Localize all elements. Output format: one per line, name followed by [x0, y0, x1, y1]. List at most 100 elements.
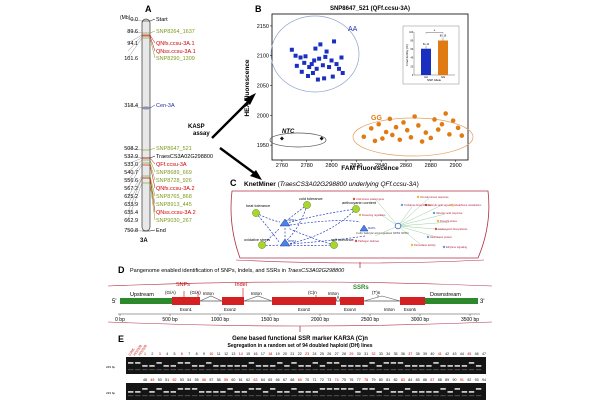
- gel-band-faint: [149, 395, 155, 397]
- gel-band-faint: [447, 369, 453, 371]
- point-aa: [310, 70, 315, 75]
- lane-number: 62: [246, 378, 250, 382]
- lane-number: 46: [475, 352, 479, 356]
- lane-number: 9: [203, 352, 205, 356]
- marker-position: 94.1: [127, 41, 138, 47]
- panel-d-gene: TraesCS3A02G298800: [287, 268, 345, 274]
- point-aa: [313, 46, 318, 51]
- marker-connector-left: [127, 18, 143, 22]
- x-tick-label: 2780: [301, 163, 313, 169]
- marker-connector-right: [149, 155, 156, 159]
- gel-band-faint: [191, 369, 198, 371]
- lane-number: 87: [430, 378, 434, 382]
- lane-number: 56: [202, 378, 206, 382]
- point-gg: [376, 121, 381, 127]
- lane-number: 32: [371, 352, 375, 356]
- lane-number: 17: [261, 352, 265, 356]
- gel-band: [419, 365, 425, 367]
- marker-position: 633.9: [124, 202, 138, 208]
- point-aa: [315, 77, 320, 82]
- node-gene-rpr4: [279, 238, 291, 247]
- point-gg: [428, 135, 434, 141]
- network-concept-label: Anthocyanin biosynthesis: [438, 227, 468, 231]
- network-concept-node: [432, 211, 436, 215]
- marker-position: 318.4: [124, 103, 138, 109]
- bar-ytick-label: 100: [409, 31, 414, 34]
- bp-tick-label: 2500 bp: [361, 317, 379, 323]
- node-heat-tolerance: [252, 209, 260, 217]
- seg-intron3: Intron: [328, 291, 339, 296]
- node-oxidative-stress: [258, 241, 266, 249]
- edge: [286, 208, 357, 224]
- gel-band-faint: [156, 369, 162, 371]
- marker-connector-right: [149, 18, 156, 22]
- marker-connector-right: [149, 159, 156, 173]
- lane-number: 73: [327, 378, 331, 382]
- marker-position: 540.7: [124, 170, 138, 176]
- y-tick-label: 2100: [257, 54, 269, 60]
- marker-connector-left: [127, 104, 143, 109]
- point-aa: [334, 62, 339, 67]
- gel-band: [454, 388, 460, 390]
- y-tick-label: 2150: [257, 24, 269, 30]
- lane-number: 94: [482, 378, 486, 382]
- bp-tick-label: 500 bp: [162, 317, 178, 323]
- point-aa: [332, 39, 337, 44]
- gel-band: [333, 362, 340, 364]
- gel-band-faint: [440, 395, 446, 397]
- gel-band: [433, 362, 439, 364]
- lane-number: 78: [364, 378, 368, 382]
- gel-band: [341, 388, 347, 390]
- gel-band: [284, 365, 290, 367]
- point-aa: [298, 55, 303, 60]
- gel-band-faint: [419, 369, 425, 371]
- lane-number: 4: [166, 352, 168, 356]
- seg-exon2: Exon2: [224, 307, 237, 312]
- gel-band: [156, 388, 162, 390]
- knetminer-gene: TraesCS3A02G298800 underlying QFf.ccsu-3…: [280, 181, 417, 188]
- marker-name: Cen-3A: [156, 103, 175, 109]
- edge: [289, 235, 366, 245]
- seg-exon3: Exon3: [298, 307, 311, 312]
- point-gg: [455, 125, 461, 131]
- aa-cluster-label: AA: [348, 26, 358, 33]
- panel-d-title: Pangenome enabled identification of SNPs…: [130, 268, 345, 274]
- marker-name: SNP8765_868: [156, 194, 192, 200]
- gel-band-faint: [184, 369, 191, 371]
- point-aa: [317, 56, 322, 61]
- lane-number: 16: [254, 352, 258, 356]
- gel-band-faint: [468, 369, 475, 371]
- gel-band-faint: [305, 395, 311, 397]
- gel-band-faint: [248, 395, 255, 397]
- gel-band: [142, 365, 148, 367]
- gel-band-faint: [461, 395, 468, 397]
- point-gg: [401, 120, 406, 125]
- gel-band-faint: [355, 395, 361, 397]
- lane-number: 28: [342, 352, 346, 356]
- point-aa: [330, 74, 335, 79]
- gel-band: [191, 365, 198, 367]
- gel-band-faint: [298, 369, 304, 371]
- gel-band: [142, 388, 148, 390]
- network-frame: [230, 190, 490, 259]
- gel-band-faint: [319, 395, 326, 397]
- x-tick-label: 2760: [276, 163, 288, 169]
- panel-d-title-text: Pangenome enabled identification of SNPs…: [130, 268, 287, 274]
- gel-band: [184, 388, 191, 390]
- point-gg: [408, 135, 414, 140]
- point-aa: [314, 66, 319, 71]
- edge: [255, 212, 281, 223]
- gel-band: [128, 362, 134, 364]
- gel-band-faint: [262, 395, 269, 397]
- marker-connector-left: [127, 229, 143, 232]
- gel-band-faint: [404, 369, 411, 371]
- point-aa: [336, 66, 341, 71]
- marker-name: SNP8290_1309: [156, 56, 195, 62]
- bp-tick-label: 0 bp: [115, 317, 125, 323]
- edge: [397, 225, 421, 245]
- gel-band: [404, 365, 411, 367]
- bar-ytick-label: 0: [412, 74, 414, 77]
- marker-connector-right: [149, 104, 156, 109]
- gel-band: [234, 391, 240, 393]
- gel-band: [333, 388, 340, 390]
